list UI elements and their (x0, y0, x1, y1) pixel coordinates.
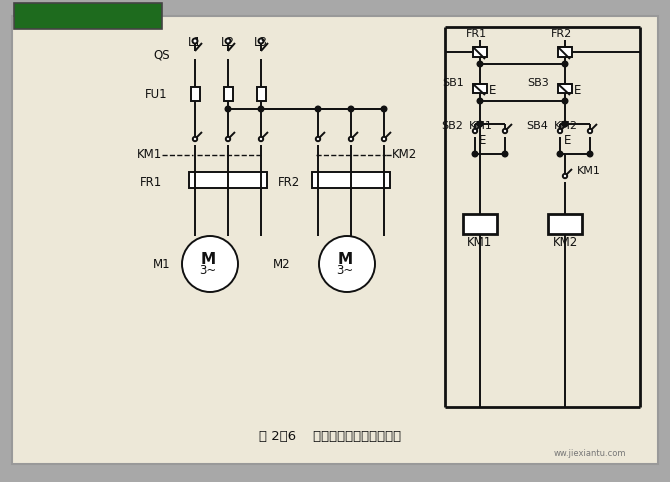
Text: KM1: KM1 (577, 166, 601, 176)
Text: KM1: KM1 (137, 148, 162, 161)
Bar (548, 214, 582, 234)
Bar (473, 84, 487, 93)
Circle shape (562, 121, 567, 127)
Bar (473, 47, 487, 57)
Text: FU1: FU1 (145, 88, 168, 101)
Circle shape (477, 121, 483, 127)
Circle shape (182, 236, 238, 292)
Circle shape (381, 106, 387, 112)
Text: SB2: SB2 (441, 121, 463, 131)
Text: QS: QS (153, 49, 170, 62)
Circle shape (319, 236, 375, 292)
Circle shape (502, 151, 508, 157)
Text: L2: L2 (221, 36, 235, 49)
Bar (191, 87, 200, 101)
Bar (14, 3, 162, 29)
Circle shape (226, 39, 230, 43)
Text: KM1: KM1 (468, 236, 492, 249)
Circle shape (382, 137, 386, 141)
Text: E: E (574, 84, 582, 97)
Text: M1: M1 (152, 257, 170, 270)
Circle shape (477, 61, 483, 67)
Text: 3~: 3~ (336, 265, 354, 278)
Text: L1: L1 (188, 36, 202, 49)
Circle shape (502, 129, 507, 133)
Text: SB1: SB1 (442, 78, 464, 88)
Circle shape (259, 137, 263, 141)
Text: L3: L3 (254, 36, 268, 49)
Text: FR1: FR1 (466, 29, 487, 39)
Text: ww.jiexiantu.com: ww.jiexiantu.com (553, 450, 626, 458)
Circle shape (477, 98, 483, 104)
Text: E: E (479, 134, 486, 147)
Circle shape (562, 61, 567, 67)
Text: 基库电路: 基库电路 (68, 7, 108, 25)
Circle shape (588, 129, 592, 133)
Circle shape (258, 106, 264, 112)
Circle shape (473, 129, 477, 133)
Circle shape (558, 129, 562, 133)
Text: KM2: KM2 (552, 236, 578, 249)
Circle shape (192, 39, 198, 43)
Circle shape (225, 106, 230, 112)
Bar (312, 172, 390, 188)
Bar (558, 84, 572, 93)
Bar (224, 87, 233, 101)
Text: KM2: KM2 (554, 121, 578, 131)
Circle shape (193, 137, 197, 141)
Text: M: M (200, 252, 216, 267)
Text: M: M (338, 252, 352, 267)
Text: FR2: FR2 (551, 29, 572, 39)
Circle shape (315, 106, 321, 112)
Circle shape (349, 137, 353, 141)
Circle shape (562, 98, 567, 104)
Circle shape (563, 174, 567, 178)
Bar (257, 87, 266, 101)
Text: SB3: SB3 (527, 78, 549, 88)
Circle shape (348, 106, 354, 112)
Text: 3~: 3~ (200, 265, 216, 278)
Text: KM1: KM1 (469, 121, 493, 131)
Text: SB4: SB4 (526, 121, 548, 131)
Circle shape (226, 137, 230, 141)
Circle shape (472, 151, 478, 157)
Text: E: E (489, 84, 496, 97)
Circle shape (316, 137, 320, 141)
Circle shape (587, 151, 593, 157)
Bar (558, 47, 572, 57)
Text: FR1: FR1 (140, 175, 162, 188)
Text: FR2: FR2 (278, 175, 300, 188)
Text: M2: M2 (273, 257, 290, 270)
Bar (189, 172, 267, 188)
Text: KM2: KM2 (392, 148, 417, 161)
Circle shape (557, 151, 563, 157)
Text: E: E (564, 134, 572, 147)
Circle shape (259, 39, 263, 43)
Text: 图 2－6    按顺序工作时的控制线路: 图 2－6 按顺序工作时的控制线路 (259, 430, 401, 443)
Bar (463, 214, 497, 234)
